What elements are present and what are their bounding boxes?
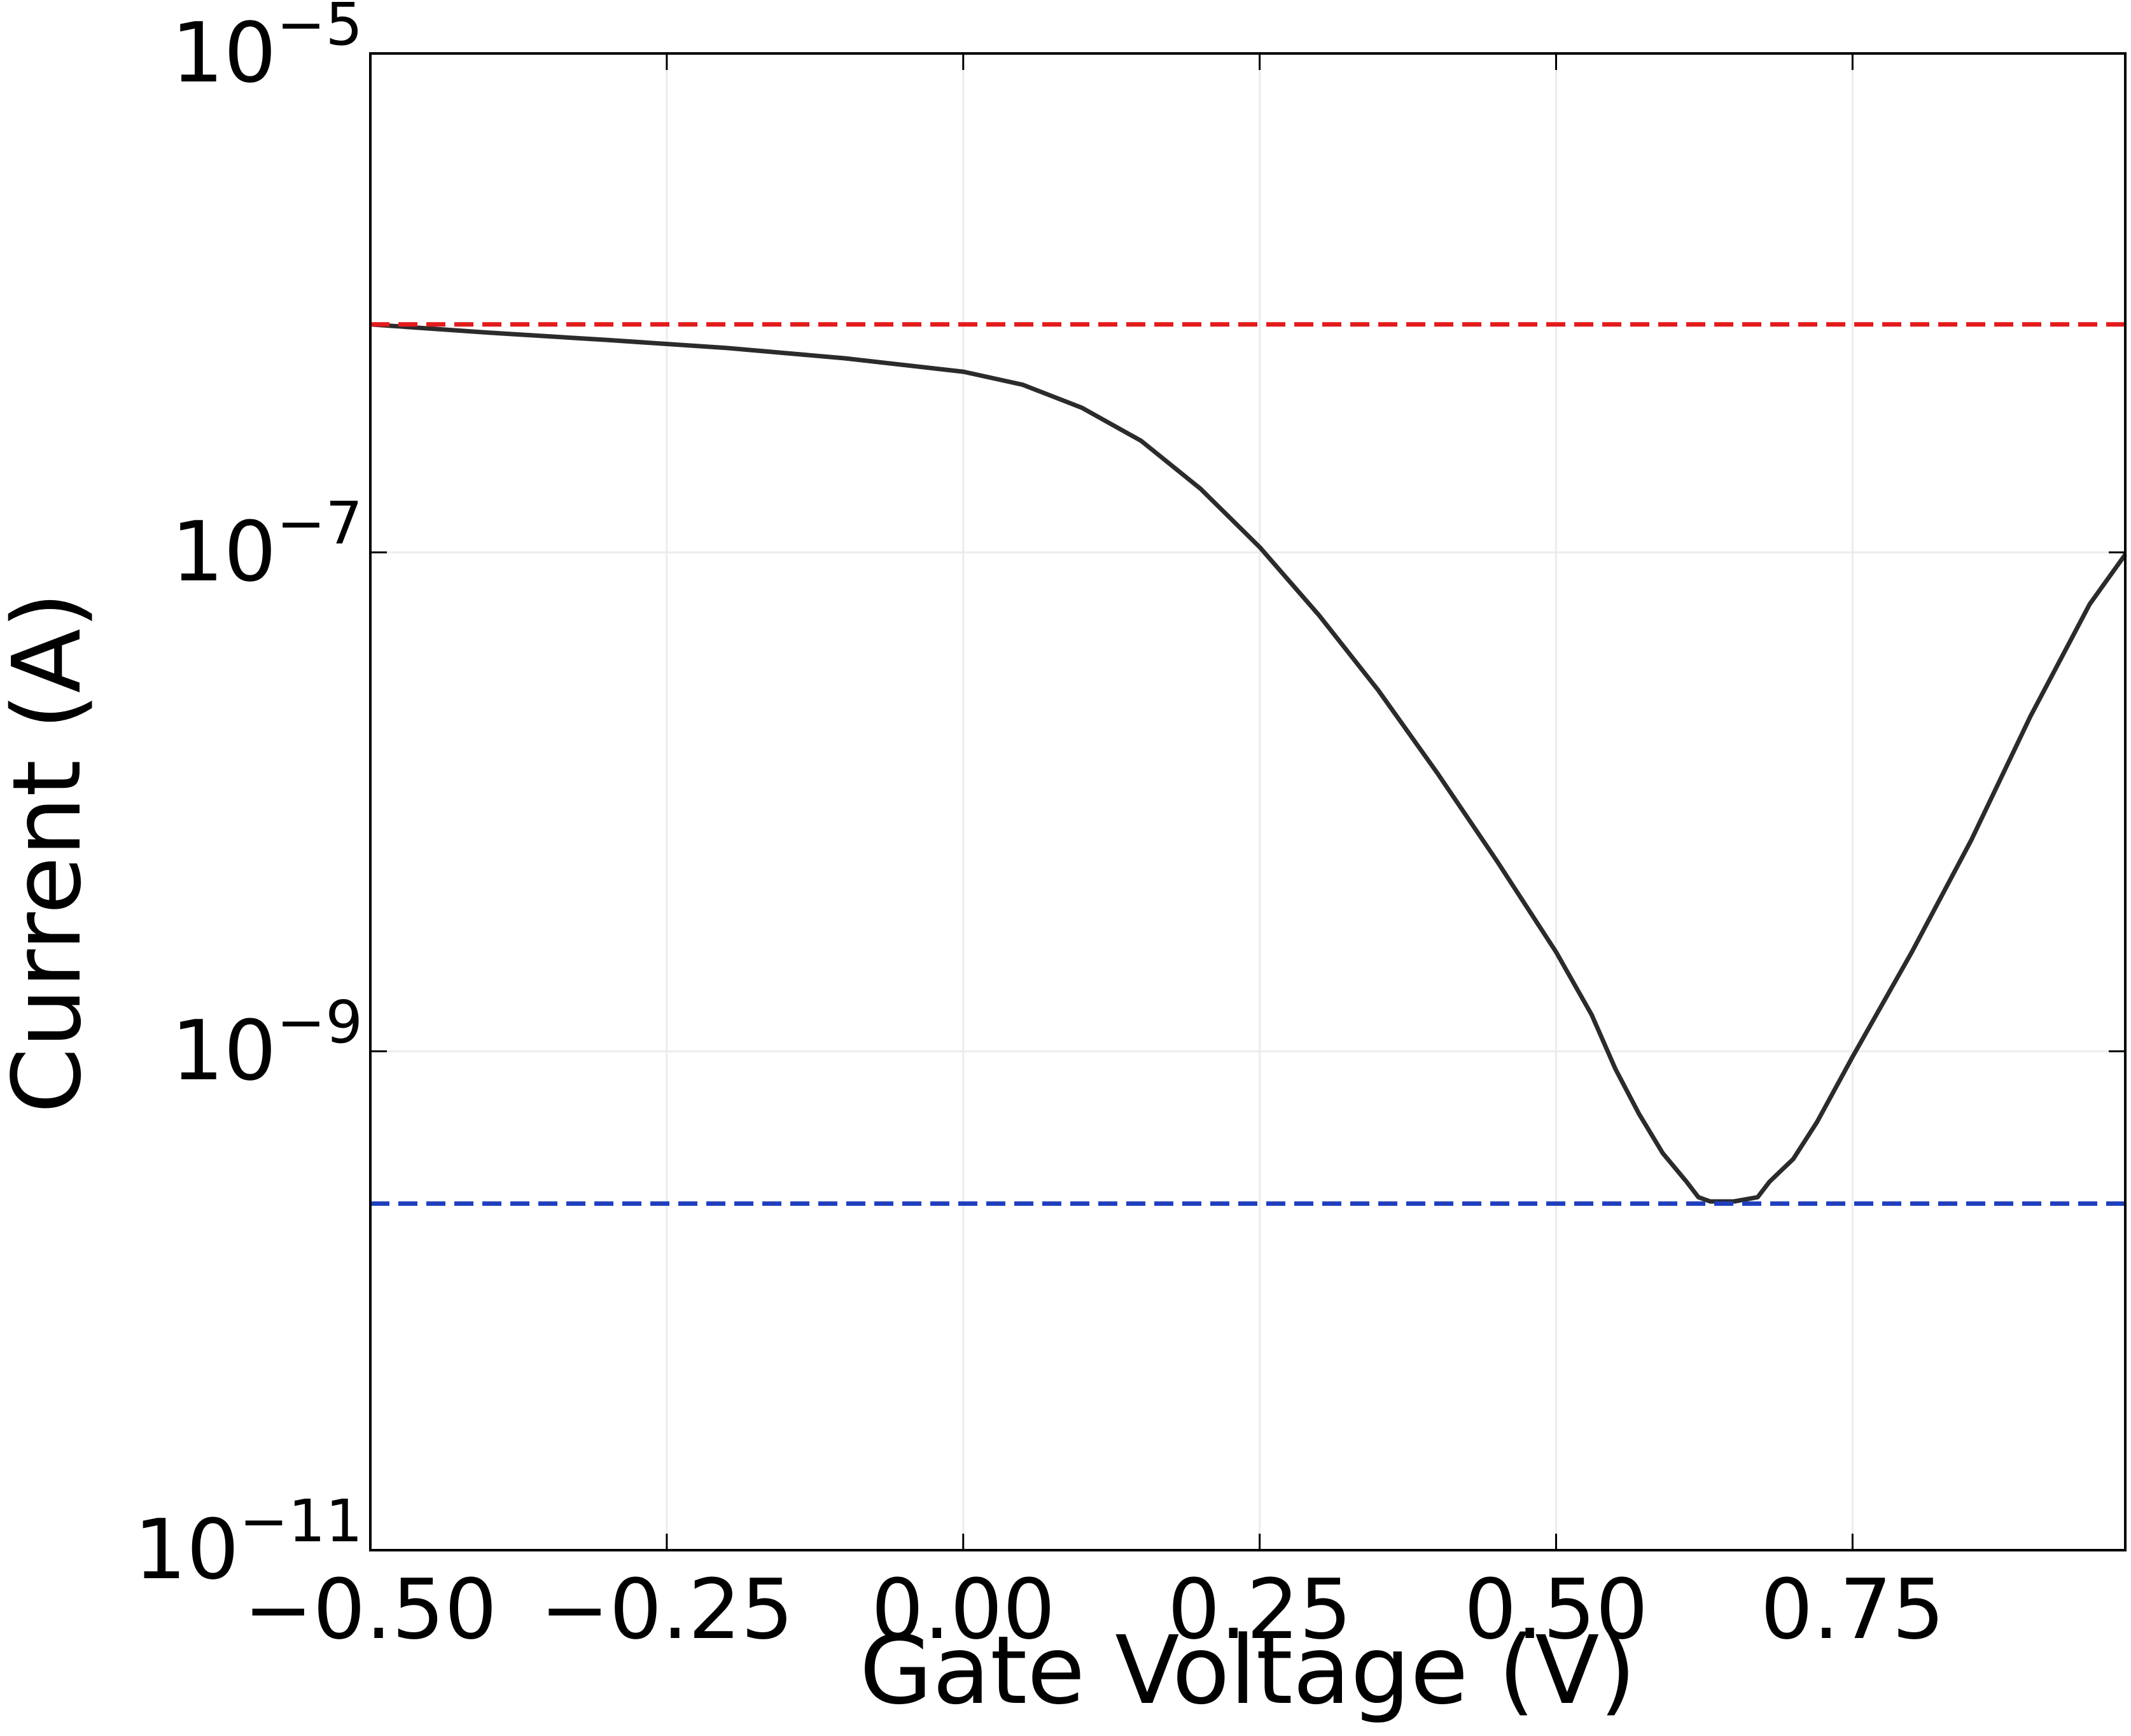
y-tick-labels: 10−510−710−910−11 [134,0,363,1598]
plot-frame [369,52,2127,1551]
x-tick-label: −0.50 [244,1561,497,1658]
x-tick-labels: −0.50 −0.25 0.00 0.25 0.50 0.75 [244,1561,1945,1658]
y-tick-exponent: −11 [239,1487,363,1555]
x-tick-label: 0.75 [1761,1561,1945,1658]
x-tick-label: 0.25 [1168,1561,1352,1658]
y-tick-label: 10−9 [171,988,363,1099]
y-tick-base: 10 [171,503,276,600]
x-tick-label: 0.50 [1464,1561,1648,1658]
ticks [369,52,2125,1551]
y-tick-label: 10−11 [134,1487,363,1598]
series-group [370,322,2127,1206]
y-tick-exponent: −5 [276,0,363,59]
y-tick-base: 10 [171,1002,276,1099]
y-tick-base: 10 [171,4,276,101]
y-tick-exponent: −7 [276,489,363,557]
y-axis-label: Current (A) [0,592,102,1114]
x-tick-label: 0.00 [871,1561,1055,1658]
y-tick-base: 10 [134,1501,239,1598]
x-axis-label: Gate Voltage (V) [860,1616,1636,1725]
y-tick-label: 10−5 [171,0,363,101]
y-tick-exponent: −9 [276,988,363,1056]
y-tick-label: 10−7 [171,489,363,600]
x-tick-label: −0.25 [540,1561,793,1658]
current-curve [370,322,2127,1204]
